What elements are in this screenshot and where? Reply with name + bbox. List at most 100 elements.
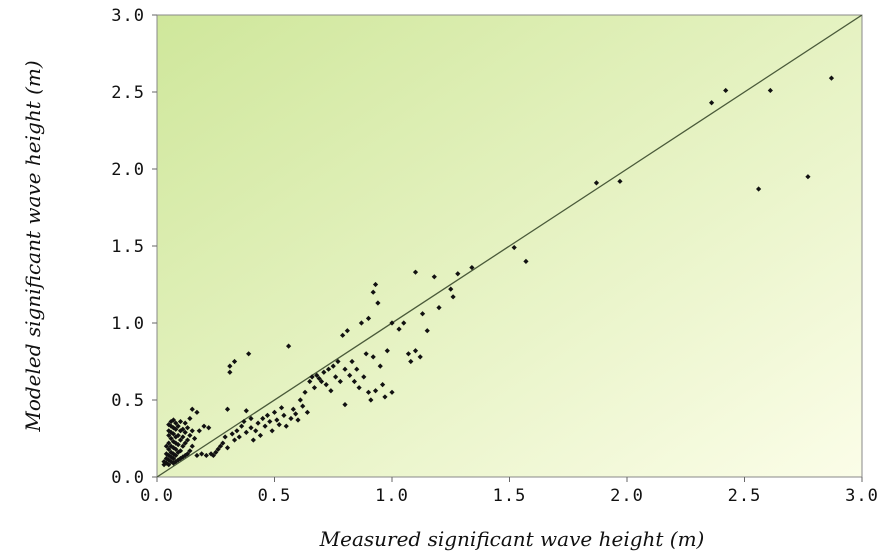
data-point [412,348,419,354]
data-point [276,422,282,428]
data-point [170,451,177,457]
data-point [184,437,191,443]
data-point [342,366,348,372]
data-point [389,389,395,395]
data-point [180,426,186,432]
data-point [177,448,184,454]
data-point [417,354,423,360]
data-point [370,354,376,360]
data-point [189,428,195,434]
data-point [231,437,238,443]
data-point [166,440,172,446]
data-point [297,397,303,403]
x-axis-title: Measured significant wave height (m) [319,527,705,551]
x-tick-label: 0.5 [258,486,292,506]
data-point [267,418,273,425]
data-point [217,443,224,449]
data-point [180,454,186,460]
data-point [180,434,186,440]
data-point [187,432,193,439]
data-point [419,311,426,317]
tick-labels: 0.0 0.5 1.0 1.5 2.0 2.5 3.0 0.0 0.5 1.0 1.5 2.0 2.5 3… [111,6,879,506]
y-tick-label: 1.0 [111,314,145,334]
data-point [805,174,811,180]
data-point [767,87,773,94]
data-point [436,305,442,311]
data-point [189,406,195,412]
data-point [224,406,231,412]
data-point [227,363,233,369]
data-point [304,409,310,415]
data-point [349,358,355,365]
y-tick-label: 3.0 [111,6,145,26]
data-point [358,320,365,326]
data-point [224,445,231,451]
data-point [189,443,195,449]
data-point [361,374,367,380]
data-point [213,449,219,455]
y-axis-title: Modeled significant wave height (m) [21,60,45,432]
data-point [311,385,318,391]
data-point [215,446,221,452]
data-point [173,426,179,432]
data-point [229,431,235,437]
y-tick-label: 0.5 [111,391,145,411]
data-point [177,437,184,443]
data-point [356,385,362,391]
data-point [170,438,177,445]
data-point [723,87,729,94]
data-point [222,434,228,440]
data-point [321,369,327,375]
data-point [469,264,475,271]
data-point [365,315,372,321]
data-point [365,389,372,395]
data-point [182,440,188,446]
data-point [201,423,207,429]
data-point [269,428,275,434]
data-point [382,394,388,400]
x-tick-label: 1.5 [493,486,527,506]
data-point [351,378,357,385]
data-point [455,271,461,277]
data-point [318,378,325,385]
data-point [288,415,294,422]
data-point [412,269,419,275]
data-point [173,452,179,459]
one-to-one-line [157,15,862,477]
data-point [180,443,186,449]
data-point [203,452,209,459]
data-point [314,372,320,378]
data-point [163,455,169,462]
data-point [194,452,200,459]
data-point [372,388,379,394]
data-point [182,420,188,426]
data-point [220,440,226,446]
data-point [243,408,249,414]
data-point [257,432,263,439]
data-point [161,459,167,465]
y-tick-label: 1.5 [111,237,145,257]
data-point [281,412,287,418]
data-point [300,403,306,409]
data-point [199,451,205,457]
data-point [354,366,360,372]
x-tick-label: 3.0 [845,486,879,506]
x-tick-label: 0.0 [140,486,174,506]
data-point [206,425,212,431]
data-point [396,326,402,332]
data-point [330,363,336,369]
data-points [161,75,835,468]
data-point [168,435,174,442]
data-point [363,351,369,357]
data-point [170,460,177,466]
data-point [166,462,172,468]
data-point [243,429,249,435]
data-point [208,451,214,457]
data-point [175,432,181,439]
data-point [307,378,313,385]
data-point [187,448,193,454]
data-point [173,446,179,452]
data-point [333,374,339,380]
data-point [166,432,172,439]
